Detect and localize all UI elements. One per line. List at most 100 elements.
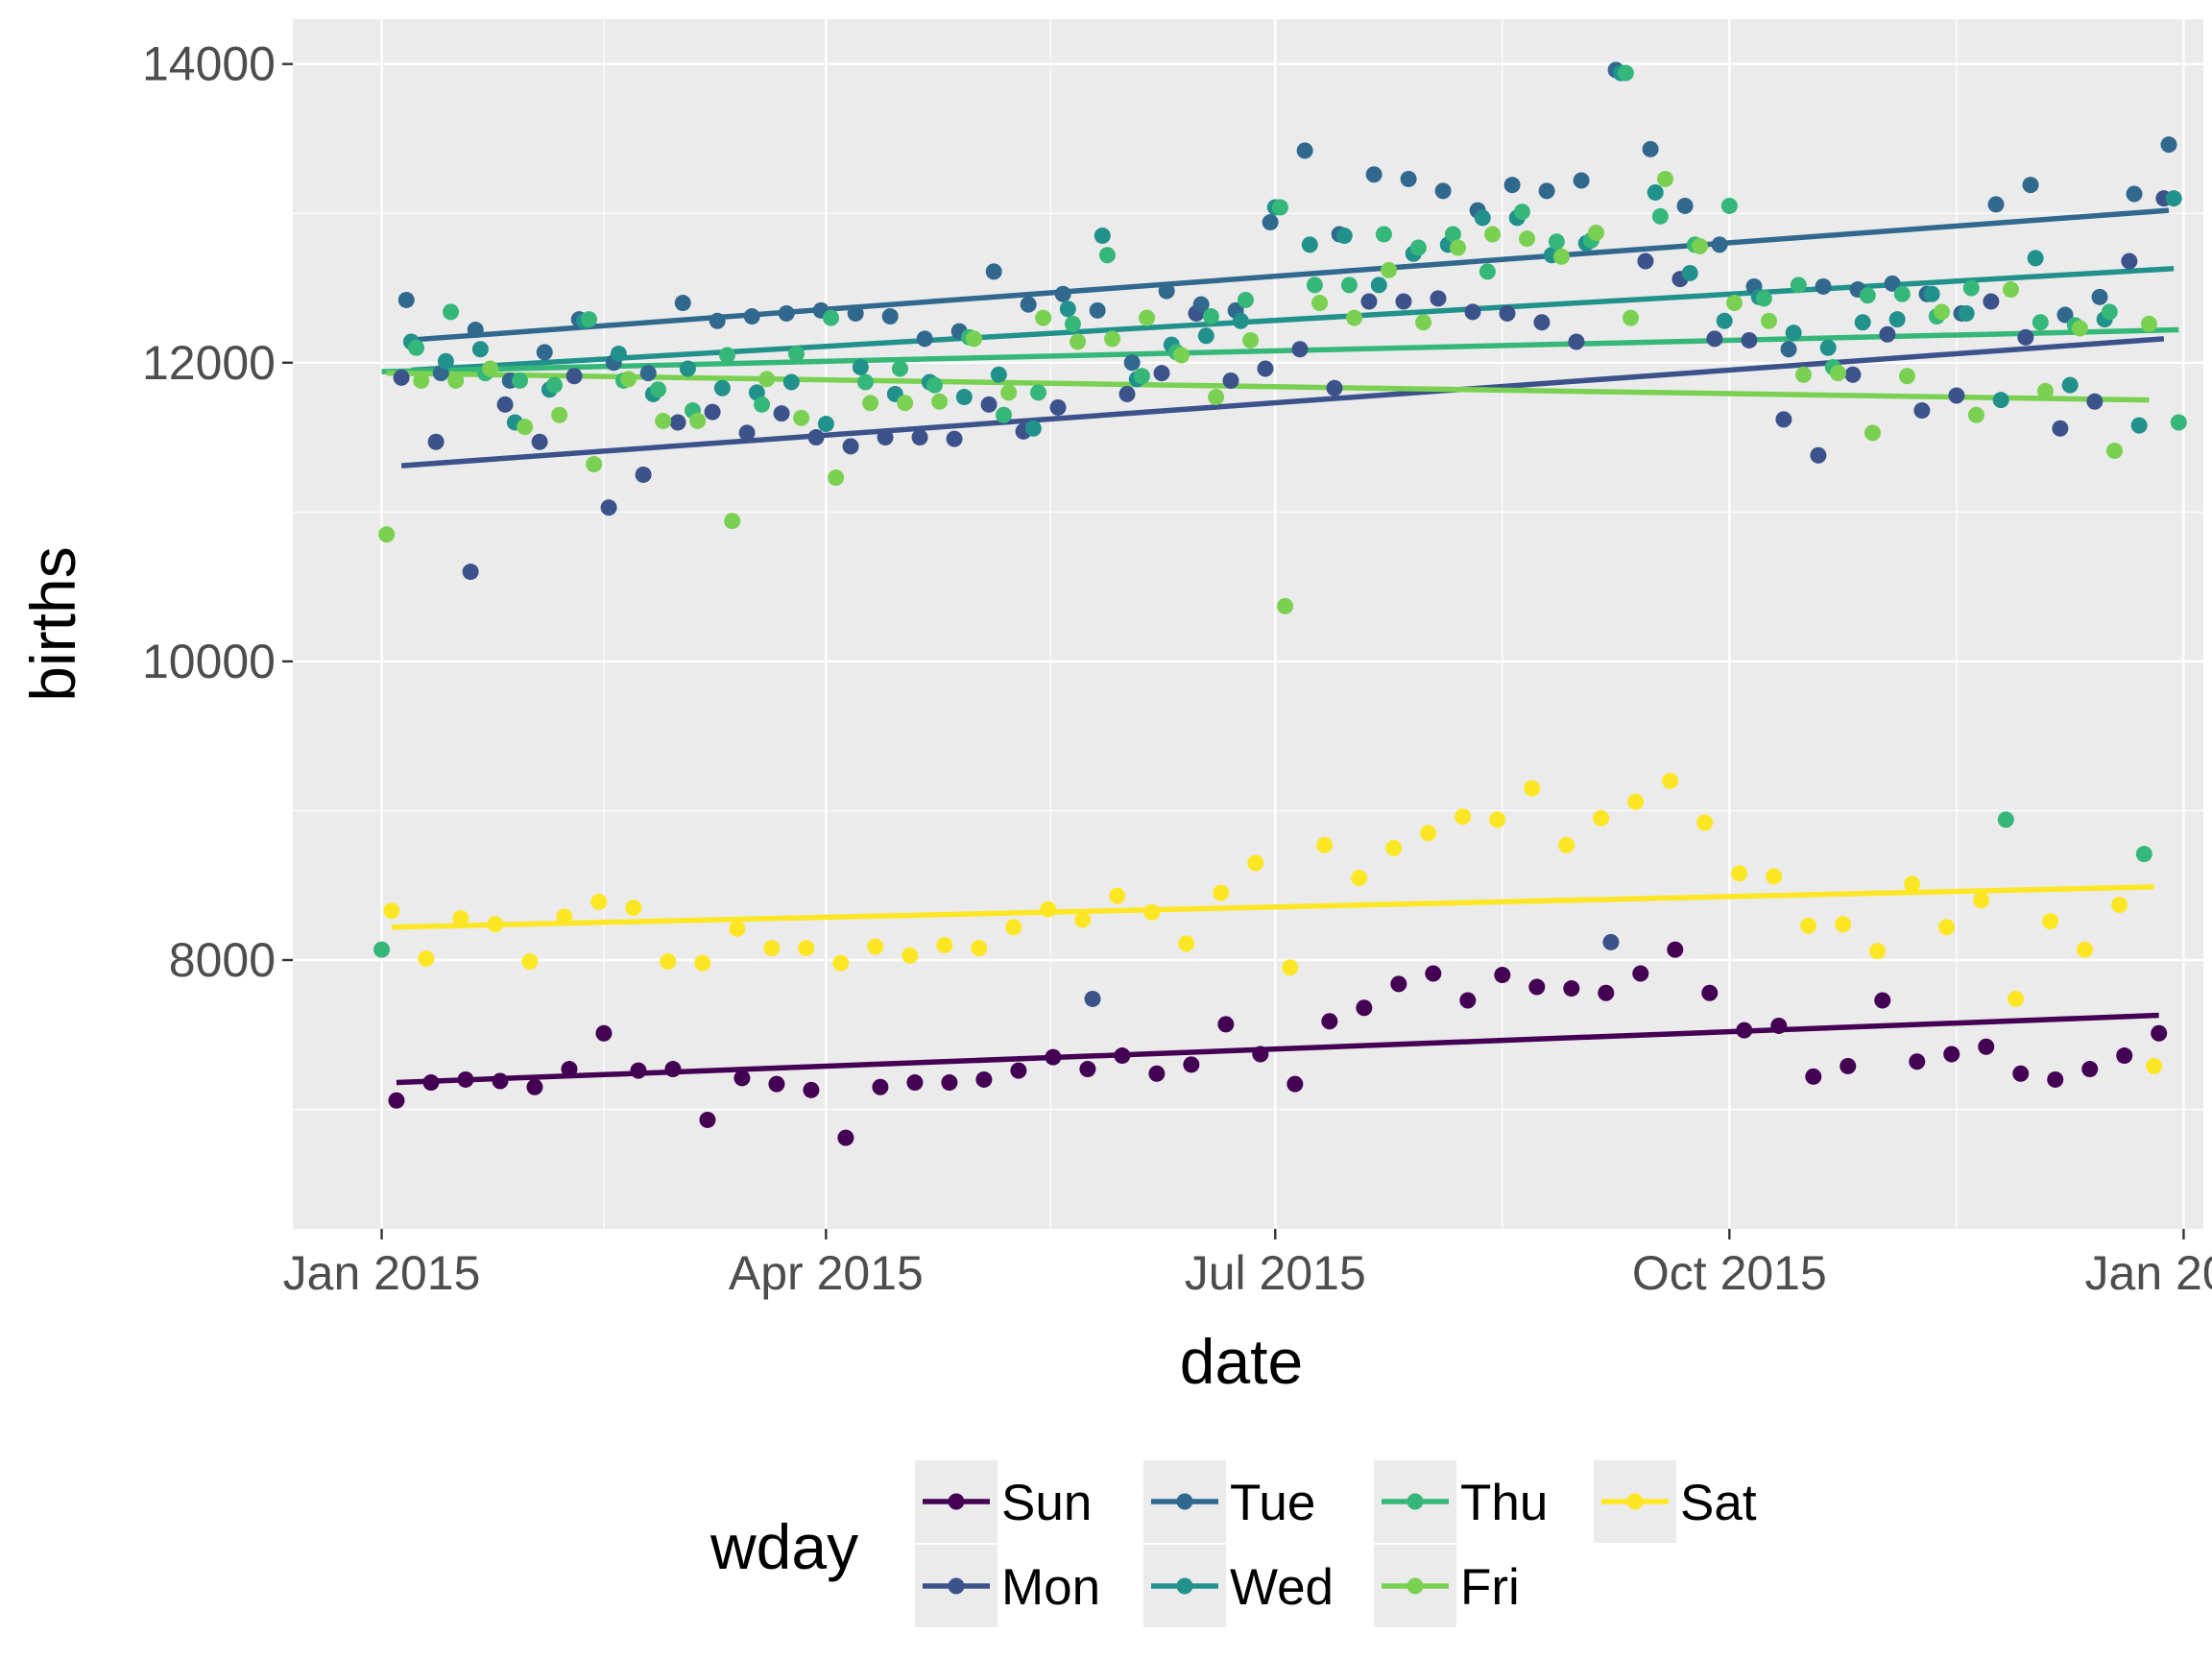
point-thu: [443, 303, 460, 321]
x-axis: Jan 2015 Apr 2015 Jul 2015 Oct 2015 Jan 2016: [283, 1229, 2212, 1300]
point-mon: [1775, 411, 1792, 428]
point-mon: [669, 414, 686, 431]
point-wed: [1301, 236, 1318, 253]
point-mon: [1948, 387, 1965, 404]
trend-line-sun: [396, 1012, 2159, 1086]
point-tue: [881, 308, 899, 325]
point-tue: [674, 295, 691, 312]
point-wed: [679, 360, 696, 377]
point-fri: [724, 513, 741, 530]
point-wed: [2165, 190, 2182, 207]
point-sat: [418, 950, 435, 967]
point-tue: [709, 312, 726, 329]
point-mon: [2052, 420, 2069, 437]
point-fri: [620, 371, 637, 388]
point-tue: [2022, 177, 2039, 194]
legend-label-fri: Fri: [1460, 1559, 1520, 1616]
y-tick-label-12000: 12000: [142, 336, 276, 390]
point-tue: [536, 344, 553, 361]
point-tue: [1192, 296, 1210, 313]
point-tue: [985, 263, 1002, 280]
point-sat: [1143, 903, 1161, 921]
point-thu: [2170, 414, 2187, 431]
point-mon: [807, 429, 825, 446]
point-fri: [862, 395, 879, 412]
point-sat: [1627, 793, 1645, 810]
y-tick-label-10000: 10000: [142, 635, 276, 688]
point-sat: [590, 893, 608, 910]
point-thu: [1133, 368, 1150, 385]
point-wed: [1681, 264, 1698, 281]
point-sat: [1005, 919, 1022, 936]
point-thu: [2135, 846, 2152, 863]
point-mon: [1706, 330, 1723, 348]
legend-key-point: [1407, 1493, 1424, 1510]
trend-line-fri: [386, 370, 2150, 403]
point-sun: [1183, 1056, 1200, 1073]
point-fri: [1450, 239, 1467, 256]
point-mon: [1430, 290, 1447, 307]
point-thu: [1548, 233, 1565, 251]
point-sat: [1385, 839, 1403, 856]
legend-key-point: [948, 1493, 965, 1510]
point-tue: [1538, 182, 1555, 200]
point-sat: [383, 902, 400, 920]
point-sun: [1217, 1016, 1235, 1033]
legend-label-tue: Tue: [1230, 1475, 1315, 1531]
legend-key-point: [1176, 1493, 1193, 1510]
point-mon: [1533, 314, 1551, 331]
point-thu: [2101, 303, 2118, 321]
point-fri: [793, 409, 810, 426]
point-sat: [1558, 836, 1575, 854]
point-sat: [1213, 884, 1230, 902]
point-wed: [1232, 312, 1249, 329]
point-sun: [2012, 1065, 2030, 1082]
point-sun: [1528, 978, 1546, 996]
point-mon: [704, 403, 721, 421]
point-mon: [565, 368, 583, 385]
point-fri: [1692, 237, 1709, 254]
point-sun: [388, 1092, 405, 1109]
point-fri: [1484, 226, 1502, 243]
point-wed: [852, 358, 869, 375]
point-tue: [397, 291, 415, 308]
point-fri: [1139, 309, 1156, 326]
point-mon: [1395, 293, 1412, 310]
point-fri: [1760, 312, 1777, 329]
point-thu: [581, 311, 598, 328]
point-thu: [2032, 314, 2049, 331]
point-sun: [1598, 984, 1615, 1001]
point-fri: [1519, 230, 1536, 248]
point-fri: [1623, 309, 1640, 326]
point-sun: [941, 1074, 958, 1092]
point-mon: [1084, 990, 1101, 1007]
point-sun: [1459, 992, 1477, 1009]
point-tue: [1573, 172, 1590, 189]
point-wed: [610, 345, 627, 362]
point-wed: [1958, 304, 1975, 322]
point-mon: [462, 564, 479, 581]
point-fri: [2105, 443, 2123, 460]
point-tue: [2126, 185, 2143, 203]
point-wed: [1716, 312, 1733, 329]
point-sun: [975, 1070, 993, 1088]
point-sun: [1390, 975, 1407, 993]
point-sun: [1667, 941, 1684, 958]
point-wed: [1647, 183, 1664, 201]
point-thu: [1720, 197, 1738, 214]
point-wed: [955, 389, 973, 406]
point-sat: [832, 954, 850, 972]
point-mon: [1913, 402, 1931, 420]
legend-key-point: [948, 1577, 965, 1595]
point-fri: [1415, 314, 1432, 331]
point-thu: [1306, 276, 1323, 294]
point-wed: [1992, 392, 2009, 409]
point-mon: [393, 369, 410, 386]
point-tue: [1815, 277, 1832, 295]
point-sun: [1909, 1053, 1926, 1070]
point-mon: [531, 433, 548, 450]
point-fri: [517, 419, 534, 436]
legend-label-wed: Wed: [1230, 1559, 1334, 1616]
point-mon: [2017, 328, 2034, 346]
